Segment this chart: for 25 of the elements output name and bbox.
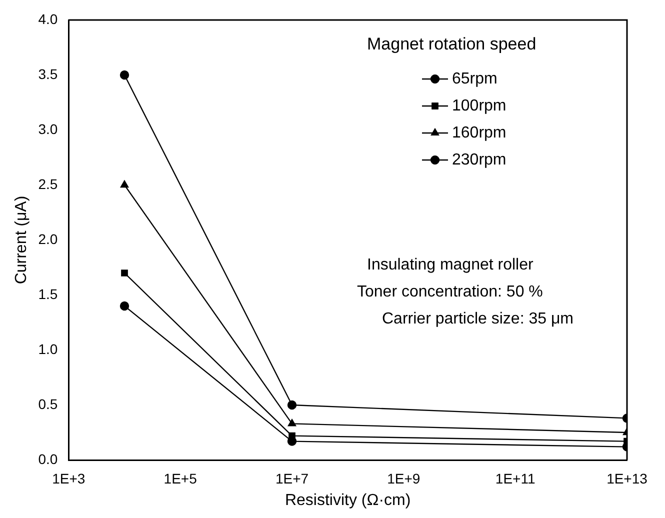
annotation: Carrier particle size: 35 μm [382, 310, 574, 328]
x-tick-label: 1E+7 [275, 470, 309, 486]
legend-label: 230rpm [452, 151, 506, 168]
legend-label: 100rpm [452, 97, 506, 114]
y-tick-label: 1.5 [38, 286, 58, 302]
legend-label: 65rpm [452, 70, 498, 88]
x-tick-label: 1E+9 [387, 470, 420, 486]
x-tick-label: 1E+13 [606, 470, 648, 486]
y-tick-label: 1.0 [38, 340, 58, 357]
legend-label: 160rpm [452, 124, 506, 142]
x-tick-label: 1E+5 [164, 470, 198, 486]
y-tick-label: 0.5 [38, 396, 58, 412]
x-axis-title: Resistivity (Ω·cm) [284, 492, 411, 509]
annotation: Toner concentration: 50 % [357, 283, 543, 300]
y-axis-title: Current (μA) [13, 196, 30, 284]
y-tick-label: 0.0 [38, 450, 58, 467]
y-tick-label: 2.0 [38, 230, 58, 247]
legend-title: Magnet rotation speed [367, 34, 536, 54]
x-tick-label: 1E+3 [52, 470, 86, 486]
y-tick-label: 3.5 [38, 66, 58, 82]
x-tick-label: 1E+11 [495, 470, 536, 486]
y-tick-label: 3.0 [38, 120, 58, 137]
y-tick-label: 4.0 [38, 10, 58, 27]
annotation: Insulating magnet roller [367, 256, 534, 274]
y-tick-label: 2.5 [38, 176, 58, 192]
